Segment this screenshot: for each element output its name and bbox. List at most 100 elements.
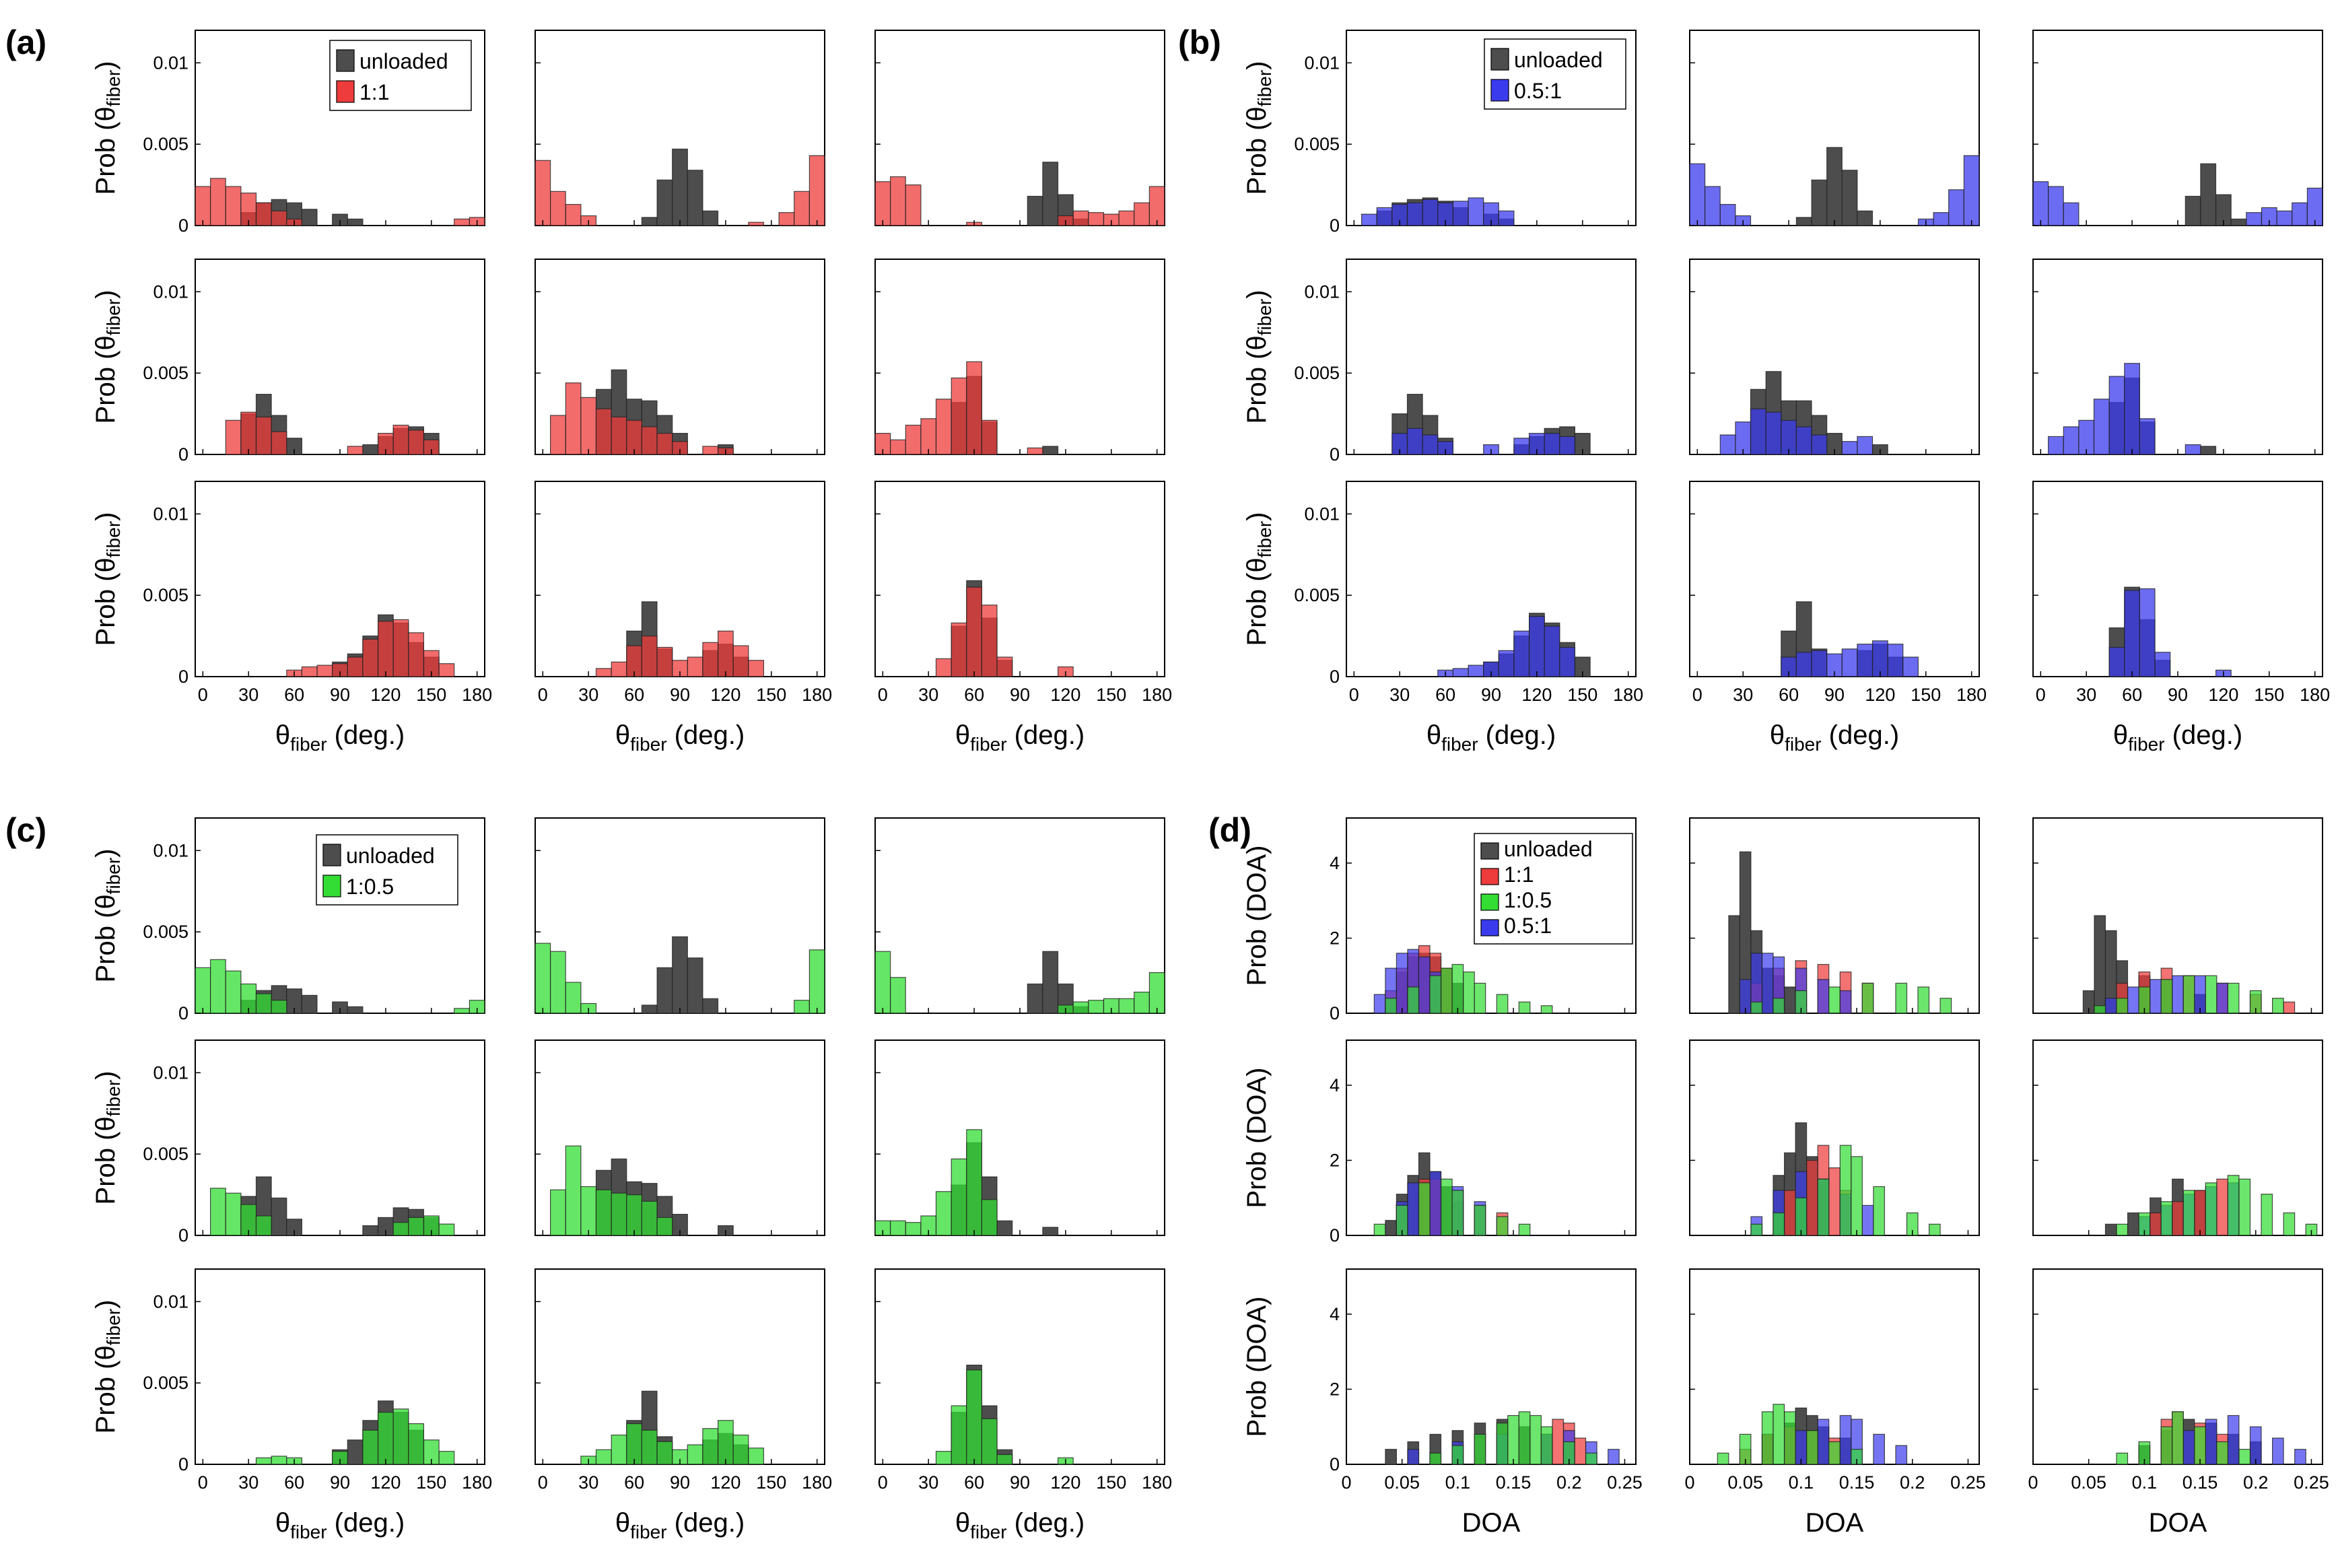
x-tick-label: 0: [538, 685, 548, 705]
y-tick-label: 0: [1330, 1454, 1340, 1474]
x-axis-label: θfiber (deg.): [2113, 720, 2242, 755]
x-tick-label: 0.05: [1384, 1472, 1420, 1493]
figure-root: (a) 0 0.005 0.01 Prob (θfiber) 0 0.005 0.01 Prob…: [5, 24, 2330, 1542]
bar-0-5-1: [1429, 1171, 1442, 1236]
panel-c: (c) 0 0.005 0.01 Prob (θfiber) 0 0.005 0.01 Prob…: [5, 811, 1172, 1542]
bar-1-0-5: [1585, 1452, 1597, 1465]
bar-unloaded: [1042, 951, 1059, 1014]
bar-1-0-5: [1917, 986, 1930, 1014]
bar-1-1: [454, 218, 470, 226]
x-tick-label: 120: [370, 1472, 401, 1493]
x-tick-label: 60: [2122, 685, 2142, 705]
bar-0-5-1: [1873, 1433, 1885, 1465]
x-tick-label: 30: [578, 685, 598, 705]
bar-1-0-5: [271, 1000, 287, 1014]
bar-0-5-1: [1559, 436, 1576, 455]
bar-1-0-5: [1828, 1441, 1841, 1465]
axes-frame: [1689, 259, 1980, 455]
bar-0-5-1: [2216, 982, 2228, 1014]
bar-1-1: [225, 186, 242, 226]
bar-1-1: [271, 431, 287, 455]
bar-1-0-5: [565, 1145, 582, 1236]
bar-1-0-5: [1134, 991, 1150, 1014]
bar-1-0-5: [408, 1217, 424, 1236]
bar-1-1: [748, 221, 765, 226]
bar-1-0-5: [889, 977, 906, 1014]
bar-0-5-1: [2124, 590, 2141, 677]
x-tick-label: 120: [2208, 685, 2238, 705]
x-tick-label: 0: [198, 1472, 208, 1493]
bar-0-5-1: [1839, 1414, 1852, 1465]
x-axis-label: DOA: [2149, 1508, 2207, 1538]
axes-frame: [2032, 30, 2323, 226]
bar-0-5-1: [1719, 434, 1736, 455]
x-tick-label: 180: [802, 1472, 832, 1493]
bar-0-5-1: [2227, 1414, 2240, 1465]
bar-unloaded: [656, 967, 673, 1014]
subplot-r3-c3: 0 30 60 90 120 150 180 θfiber (deg.): [874, 481, 1172, 755]
bar-unloaded: [1042, 1227, 1059, 1236]
x-tick-label: 90: [330, 685, 350, 705]
bar-1-0-5: [1929, 1223, 1941, 1236]
bar-unloaded: [672, 936, 688, 1014]
bar-1-0-5: [195, 967, 211, 1014]
subplot-r2-c1: 0 0.005 0.01 Prob (θfiber): [91, 1039, 485, 1246]
y-axis-label: Prob (θfiber): [1242, 290, 1275, 424]
bar-1-0-5: [549, 1189, 566, 1236]
subplot-r3-c2: 0 0.05 0.1 0.15 0.2 0.25 DOA: [1684, 1268, 1986, 1538]
bar-1-0-5: [2160, 1201, 2173, 1236]
bar-1-1: [778, 212, 795, 226]
bar-1-0-5: [1717, 1452, 1729, 1465]
panel-b: (b) 0 0.005 0.01 Prob (θfiber) 0 0.005 0.01 Prob…: [1178, 24, 2330, 755]
bar-1-1: [240, 411, 257, 455]
bar-0-5-1: [2205, 1419, 2217, 1465]
bar-0-5-1: [1452, 668, 1469, 677]
bar-0-5-1: [1857, 436, 1873, 455]
bar-1-1: [423, 439, 440, 455]
bar-1-1: [656, 646, 673, 677]
bar-unloaded: [347, 1006, 364, 1014]
bar-1-0-5: [1817, 1178, 1830, 1236]
bar-1-1: [549, 415, 566, 455]
bar-0-5-1: [2063, 202, 2079, 226]
bar-1-0-5: [981, 1199, 998, 1236]
bar-1-0-5: [2272, 998, 2284, 1014]
axes-frame: [874, 30, 1165, 226]
bar-1-0-5: [1441, 967, 1453, 1014]
x-tick-label: 60: [624, 685, 644, 705]
legend-label: unloaded: [1504, 837, 1593, 861]
bar-1-1: [255, 202, 272, 226]
bar-1-0-5: [626, 1423, 642, 1465]
x-tick-label: 150: [1096, 685, 1126, 705]
bar-0-5-1: [1498, 210, 1515, 226]
bar-0-5-1: [1373, 994, 1386, 1014]
bar-1-0-5: [408, 1423, 424, 1465]
bar-1-1: [1118, 210, 1135, 226]
bar-0-5-1: [2139, 418, 2156, 455]
legend-swatch: [336, 49, 355, 72]
bar-0-5-1: [1422, 434, 1439, 455]
bar-0-5-1: [1406, 428, 1423, 455]
x-tick-label: 90: [1010, 1472, 1030, 1493]
bar-1-1: [1088, 212, 1105, 226]
axes-frame: [1689, 481, 1980, 677]
bar-0-5-1: [1498, 650, 1515, 677]
bar-0-5-1: [1544, 625, 1560, 677]
y-tick-label: 0.005: [143, 363, 188, 383]
legend-box: [1474, 833, 1633, 945]
bar-1-0-5: [874, 951, 891, 1014]
bar-1-0-5: [565, 982, 582, 1014]
bar-1-1: [565, 204, 582, 226]
bar-1-0-5: [951, 1158, 967, 1236]
y-tick-label: 0.01: [153, 281, 188, 302]
bar-0-5-1: [1811, 434, 1828, 455]
bar-unloaded: [1385, 1220, 1397, 1236]
bar-1-1: [794, 191, 810, 226]
bar-0-5-1: [2032, 181, 2049, 226]
bar-0-5-1: [1795, 652, 1812, 677]
bar-0-5-1: [1750, 408, 1766, 455]
y-axis-label: Prob (θfiber): [1242, 512, 1275, 646]
subplot-r3-c1: 0 30 60 90 120 150 180 0 0.005 0.01 Prob (θfiber) θ…: [91, 1268, 492, 1542]
bar-1-0-5: [1773, 998, 1785, 1014]
bar-1-1: [905, 184, 922, 226]
